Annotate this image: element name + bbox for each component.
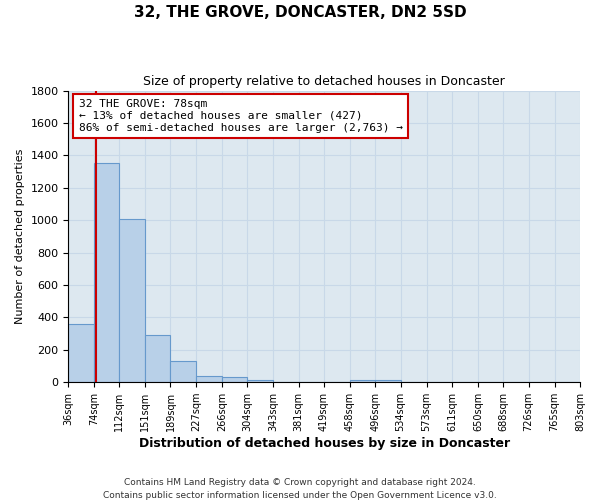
- Bar: [68, 324, 94, 382]
- Text: 32 THE GROVE: 78sqm
← 13% of detached houses are smaller (427)
86% of semi-detac: 32 THE GROVE: 78sqm ← 13% of detached ho…: [79, 100, 403, 132]
- Bar: [145, 335, 170, 382]
- Bar: [94, 164, 119, 382]
- Title: Size of property relative to detached houses in Doncaster: Size of property relative to detached ho…: [143, 75, 505, 88]
- Y-axis label: Number of detached properties: Number of detached properties: [15, 148, 25, 324]
- Text: 32, THE GROVE, DONCASTER, DN2 5SD: 32, THE GROVE, DONCASTER, DN2 5SD: [134, 5, 466, 20]
- Text: Contains HM Land Registry data © Crown copyright and database right 2024.
Contai: Contains HM Land Registry data © Crown c…: [103, 478, 497, 500]
- X-axis label: Distribution of detached houses by size in Doncaster: Distribution of detached houses by size …: [139, 437, 510, 450]
- Bar: [222, 376, 247, 382]
- Bar: [375, 380, 401, 382]
- Bar: [247, 380, 273, 382]
- Bar: [350, 380, 375, 382]
- Bar: [170, 361, 196, 382]
- Bar: [119, 218, 145, 382]
- Bar: [196, 376, 222, 382]
